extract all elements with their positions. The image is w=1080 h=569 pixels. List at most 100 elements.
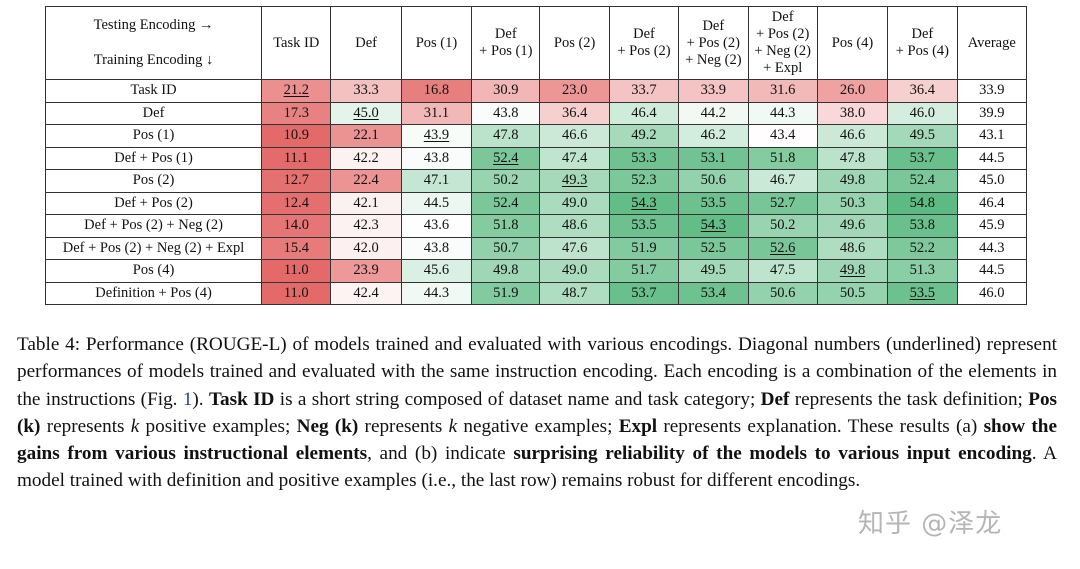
score-cell: 50.2 xyxy=(471,169,541,193)
score-cell: 43.8 xyxy=(400,146,473,170)
score-cell: 53.5 xyxy=(678,191,749,215)
score-cell: 50.3 xyxy=(816,191,889,215)
caption-fragment: Pos (k) xyxy=(17,388,1058,437)
row-label: Def + Pos (2) xyxy=(44,191,263,215)
score-cell: 43.4 xyxy=(747,124,818,148)
score-cell: 42.1 xyxy=(330,191,402,215)
caption-fragment: Neg (k) xyxy=(296,415,359,437)
score-cell: 16.8 xyxy=(400,79,473,103)
score-cell: 50.6 xyxy=(747,281,818,305)
score-cell: 53.8 xyxy=(887,214,958,238)
caption-fragment: is a short string composed of dataset na… xyxy=(274,388,761,410)
score-cell: 44.3 xyxy=(747,101,818,125)
score-cell: 47.8 xyxy=(816,146,889,170)
column-header-line: + Neg (2) xyxy=(754,43,811,59)
score-cell: 33.3 xyxy=(330,79,402,103)
score-cell: 46.6 xyxy=(816,124,889,148)
caption-fragment: Expl xyxy=(618,415,658,437)
score-cell: 46.4 xyxy=(608,101,680,125)
column-header-line: Pos (1) xyxy=(415,34,458,51)
score-cell: 42.3 xyxy=(330,214,402,238)
score-cell: 44.5 xyxy=(400,191,473,215)
score-cell: 11.0 xyxy=(261,281,332,305)
column-header: Pos (4) xyxy=(816,6,889,80)
score-cell: 48.6 xyxy=(816,236,889,260)
score-cell: 46.2 xyxy=(678,124,749,148)
score-cell: 48.7 xyxy=(539,281,610,305)
caption-fragment: , and (b) indicate xyxy=(367,443,514,465)
score-cell: 10.9 xyxy=(261,124,332,148)
column-header: Def + Pos (4) xyxy=(887,6,958,80)
column-header: Task ID xyxy=(261,6,332,80)
score-cell: 53.5 xyxy=(887,281,958,305)
score-cell: 49.8 xyxy=(471,259,541,283)
score-cell: 42.4 xyxy=(330,281,402,305)
score-cell: 11.0 xyxy=(261,259,332,283)
caption-fragment: k xyxy=(130,415,140,437)
column-header: Def + Pos (2) + Neg (2) xyxy=(678,6,749,80)
score-cell: 38.0 xyxy=(816,101,889,125)
score-cell: 46.6 xyxy=(539,124,610,148)
score-cell: 12.7 xyxy=(261,169,332,193)
score-cell: 48.6 xyxy=(539,214,610,238)
score-cell: 51.8 xyxy=(747,146,818,170)
score-cell: 53.1 xyxy=(678,146,749,170)
column-header: Pos (2) xyxy=(539,6,610,80)
average-cell: 45.0 xyxy=(956,169,1028,193)
score-cell: 51.9 xyxy=(471,281,541,305)
caption-fragment: negative examples; xyxy=(457,415,619,437)
score-cell: 12.4 xyxy=(261,191,332,215)
score-cell: 43.8 xyxy=(400,236,473,260)
score-cell: 54.3 xyxy=(608,191,680,215)
score-cell: 23.9 xyxy=(330,259,402,283)
score-cell: 51.7 xyxy=(608,259,680,283)
corner-cell: Testing Encoding → Training Encoding ↓ xyxy=(44,6,263,80)
score-cell: 47.4 xyxy=(539,146,610,170)
header-row: Testing Encoding → Training Encoding ↓ T… xyxy=(44,6,1028,80)
score-cell: 47.6 xyxy=(539,236,610,260)
row-label: Pos (4) xyxy=(44,259,263,283)
score-cell: 11.1 xyxy=(261,146,332,170)
score-cell: 54.3 xyxy=(678,214,749,238)
score-cell: 43.9 xyxy=(400,124,473,148)
caption-fragment: . A model trained with definition and po… xyxy=(17,443,1057,492)
column-header-line: + Pos (2) xyxy=(617,43,671,59)
average-cell: 45.9 xyxy=(956,214,1028,238)
average-cell: 39.9 xyxy=(956,101,1028,125)
score-cell: 33.7 xyxy=(608,79,680,103)
table-row: Def + Pos (2) + Neg (2) 14.0 42.3 43.6 51.8 4… xyxy=(44,214,1028,238)
score-cell: 52.2 xyxy=(887,236,958,260)
average-cell: 43.1 xyxy=(956,124,1028,148)
caption-fragment: positive examples; xyxy=(139,415,297,437)
score-cell: 54.8 xyxy=(887,191,958,215)
table-row: Def + Pos (2) + Neg (2) + Expl 15.4 42.0 43… xyxy=(44,236,1028,260)
score-cell: 53.7 xyxy=(887,146,958,170)
score-cell: 22.1 xyxy=(330,124,402,148)
score-cell: 23.0 xyxy=(539,79,610,103)
average-cell: 44.5 xyxy=(956,146,1028,170)
score-cell: 33.9 xyxy=(678,79,749,103)
caption-fragment: ). xyxy=(192,388,209,410)
score-cell: 42.0 xyxy=(330,236,402,260)
score-cell: 49.8 xyxy=(816,169,889,193)
column-header-line: Def xyxy=(911,26,934,42)
table-row: Pos (2) 12.7 22.4 47.1 50.2 49.3 52.3 50.6 46.7 4… xyxy=(44,169,1028,193)
training-encoding-label: Training Encoding ↓ xyxy=(93,52,214,68)
average-cell: 44.5 xyxy=(956,259,1028,283)
row-label: Pos (1) xyxy=(44,124,263,148)
score-cell: 52.7 xyxy=(747,191,818,215)
table-caption: Table 4: Performance (ROUGE-L) of models… xyxy=(17,331,1057,495)
figure-ref-link[interactable]: 1 xyxy=(182,388,193,410)
score-cell: 21.2 xyxy=(261,79,332,103)
score-cell: 49.5 xyxy=(887,124,958,148)
score-cell: 22.4 xyxy=(330,169,402,193)
testing-encoding-label: Testing Encoding → xyxy=(93,17,214,33)
table-row: Pos (1) 10.9 22.1 43.9 47.8 46.6 49.2 46.2 43.4 4… xyxy=(44,124,1028,148)
caption-fragment: show the gains from various instructiona… xyxy=(17,415,1057,465)
row-label: Def + Pos (1) xyxy=(44,146,263,170)
column-header-line: Def xyxy=(355,34,377,51)
score-cell: 51.8 xyxy=(471,214,541,238)
row-label: Def + Pos (2) + Neg (2) xyxy=(44,214,263,238)
score-cell: 49.6 xyxy=(816,214,889,238)
caption-fragment: k xyxy=(448,415,458,437)
